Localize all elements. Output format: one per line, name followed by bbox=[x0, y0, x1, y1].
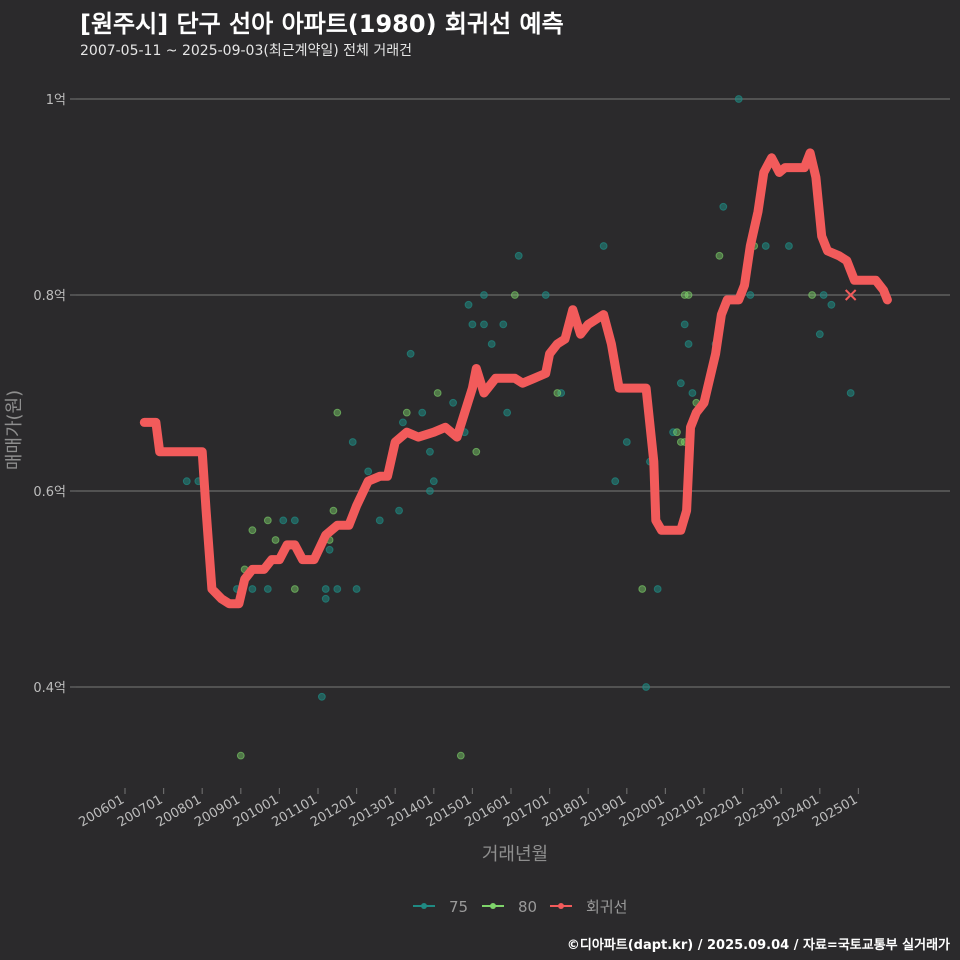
data-point-80 bbox=[329, 506, 338, 515]
data-point-80 bbox=[248, 526, 257, 535]
data-point-75 bbox=[468, 320, 477, 329]
data-point-80 bbox=[808, 291, 816, 299]
data-point-75 bbox=[321, 594, 330, 603]
data-point-75 bbox=[352, 585, 361, 593]
legend-swatch-dot bbox=[490, 903, 496, 909]
data-point-75 bbox=[348, 438, 357, 446]
data-point-80 bbox=[715, 251, 724, 260]
x-axis-title: 거래년월 bbox=[482, 844, 548, 865]
y-axis-title: 매매가(원) bbox=[4, 390, 25, 470]
data-point-75 bbox=[480, 320, 488, 329]
chart-subtitle: 2007-05-11 ~ 2025-09-03(최근계약일) 전체 거래건 bbox=[80, 43, 412, 59]
latest-trade-marker bbox=[844, 289, 857, 301]
data-point-80 bbox=[638, 585, 647, 593]
grid-lines bbox=[76, 98, 950, 688]
regression-line bbox=[139, 148, 892, 609]
data-point-75 bbox=[761, 242, 770, 250]
data-point-75 bbox=[429, 477, 438, 486]
data-point-75 bbox=[263, 585, 272, 593]
regression-line-layer bbox=[139, 148, 892, 609]
source-caption: ©디아파트(dapt.kr) / 2025.09.04 / 자료=국토교통부 실… bbox=[566, 938, 950, 953]
data-point-75 bbox=[449, 398, 458, 407]
data-point-75 bbox=[688, 389, 697, 397]
x-axis-ticks: 2006012007012008012009012010012011012012… bbox=[77, 788, 860, 830]
data-point-75 bbox=[395, 506, 403, 515]
data-point-75 bbox=[622, 438, 631, 446]
data-point-80 bbox=[553, 389, 562, 397]
data-point-75 bbox=[406, 349, 415, 358]
data-point-75 bbox=[503, 408, 512, 417]
chart-title: [원주시] 단구 선아 아파트(1980) 회귀선 예측 bbox=[80, 10, 564, 38]
data-point-75 bbox=[642, 683, 650, 691]
data-point-75 bbox=[680, 320, 689, 329]
data-point-80 bbox=[236, 751, 245, 760]
data-point-75 bbox=[815, 330, 824, 339]
y-tick-label: 0.6억 bbox=[33, 485, 66, 500]
data-point-80 bbox=[433, 389, 442, 397]
y-axis-ticks: 0.4억 0.6억 0.8억 1억 bbox=[33, 93, 76, 696]
data-point-75 bbox=[248, 585, 257, 593]
data-point-80 bbox=[472, 447, 481, 456]
legend-swatch-dot bbox=[558, 903, 564, 909]
data-point-75 bbox=[611, 477, 620, 486]
data-point-75 bbox=[653, 585, 662, 593]
legend-label: 80 bbox=[518, 898, 537, 916]
data-point-75 bbox=[819, 291, 828, 299]
y-tick-label: 1억 bbox=[46, 93, 66, 108]
data-point-75 bbox=[364, 467, 373, 476]
data-point-80 bbox=[456, 751, 465, 760]
annotation-layer bbox=[844, 289, 857, 301]
data-point-75 bbox=[480, 291, 488, 299]
data-point-75 bbox=[827, 300, 836, 309]
data-point-75 bbox=[321, 585, 330, 593]
data-point-75 bbox=[514, 251, 523, 260]
series-75-points bbox=[182, 95, 855, 701]
data-point-75 bbox=[325, 545, 334, 554]
data-point-75 bbox=[426, 447, 434, 456]
data-point-75 bbox=[684, 340, 693, 348]
y-tick-label: 0.4억 bbox=[33, 681, 66, 696]
series-80-points bbox=[236, 242, 816, 760]
data-point-75 bbox=[182, 477, 191, 486]
data-point-75 bbox=[487, 340, 496, 348]
data-point-75 bbox=[464, 300, 473, 309]
data-point-75 bbox=[734, 95, 743, 103]
legend-swatch-dot bbox=[421, 903, 427, 909]
data-point-75 bbox=[846, 389, 855, 397]
data-point-75 bbox=[541, 291, 550, 299]
legend: 75 80 회귀선 bbox=[413, 898, 627, 916]
data-point-80 bbox=[271, 536, 280, 544]
data-point-75 bbox=[279, 516, 288, 525]
data-point-75 bbox=[399, 418, 407, 427]
data-point-75 bbox=[746, 291, 755, 299]
data-point-80 bbox=[333, 408, 342, 417]
data-point-75 bbox=[719, 202, 728, 211]
data-point-75 bbox=[375, 516, 384, 525]
data-point-75 bbox=[418, 408, 427, 417]
data-point-80 bbox=[290, 585, 299, 593]
data-point-80 bbox=[510, 291, 519, 299]
legend-label: 75 bbox=[449, 898, 468, 916]
data-point-75 bbox=[599, 242, 608, 250]
legend-label: 회귀선 bbox=[586, 898, 627, 916]
data-point-75 bbox=[290, 516, 299, 525]
y-tick-label: 0.8억 bbox=[33, 289, 66, 304]
data-point-75 bbox=[333, 585, 342, 593]
data-point-75 bbox=[317, 692, 326, 701]
data-point-80 bbox=[684, 291, 693, 299]
data-point-80 bbox=[263, 516, 272, 525]
data-point-75 bbox=[676, 379, 685, 388]
data-point-75 bbox=[785, 242, 793, 250]
data-point-80 bbox=[673, 428, 681, 437]
data-point-75 bbox=[499, 320, 508, 329]
data-point-75 bbox=[426, 487, 434, 495]
data-point-80 bbox=[402, 408, 411, 417]
